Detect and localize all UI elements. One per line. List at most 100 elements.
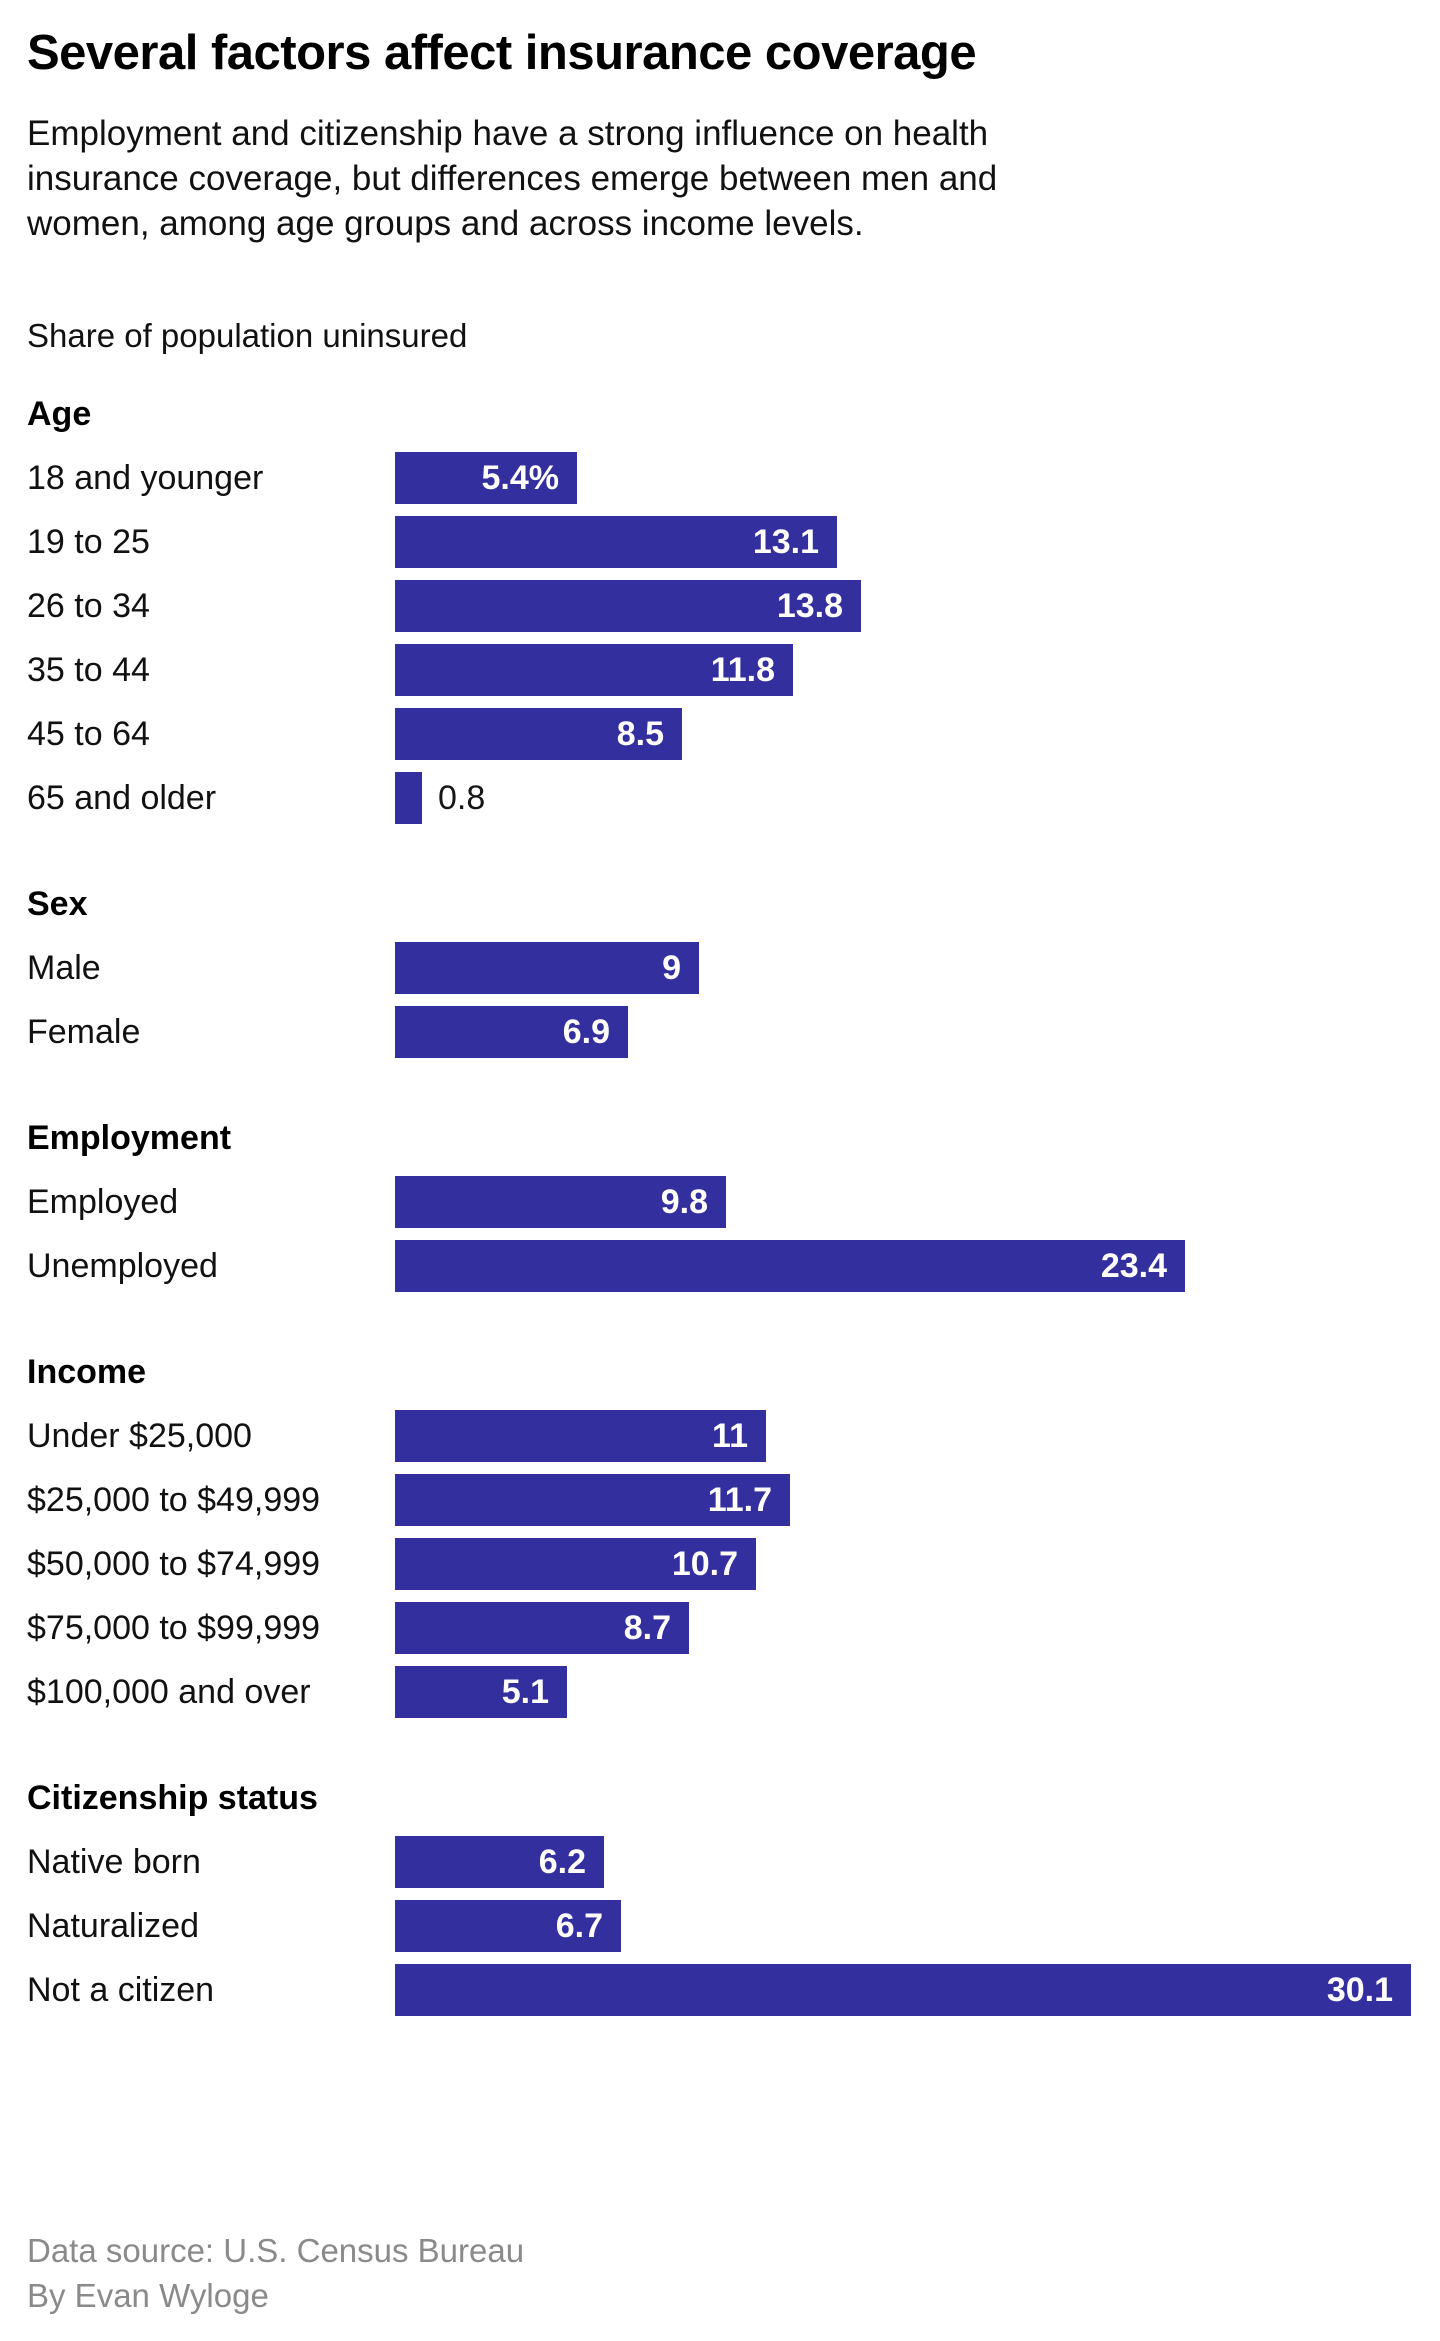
bar-track: 6.7 [395, 1900, 1410, 1953]
row-label: 35 to 44 [27, 650, 150, 689]
bar: 8.7 [395, 1602, 689, 1655]
bar-track: 13.8 [395, 580, 1410, 633]
section-heading: Employment [27, 1119, 232, 1158]
bar: 6.9 [395, 1006, 628, 1059]
bar-track: 10.7 [395, 1538, 1410, 1591]
chart-content: Several factors affect insurance coverag… [27, 26, 1411, 2017]
row-label: Unemployed [27, 1246, 218, 1285]
bar-track: 5.1 [395, 1666, 1410, 1719]
row-label: $50,000 to $74,999 [27, 1544, 321, 1583]
chart-section: Employment Employed 9.8 Unemployed 23.4 [27, 1118, 1410, 1293]
chart-row: 18 and younger 5.4% [27, 452, 1410, 505]
chart-footer: Data source: U.S. Census Bureau By Evan … [27, 2228, 524, 2318]
bar: 5.1 [395, 1666, 567, 1719]
section-heading: Sex [27, 885, 88, 924]
bar-value-label: 5.1 [501, 1672, 549, 1711]
section-heading: Age [27, 395, 92, 434]
bar: 9.8 [395, 1176, 726, 1229]
chart-row: $50,000 to $74,999 10.7 [27, 1538, 1410, 1591]
bar-value-label: 9.8 [660, 1182, 708, 1221]
bar-track: 30.1 [395, 1964, 1411, 2017]
row-label: $25,000 to $49,999 [27, 1480, 321, 1519]
chart-row: $100,000 and over 5.1 [27, 1666, 1410, 1719]
chart-row: Unemployed 23.4 [27, 1240, 1410, 1293]
bar-track: 0.8 [395, 772, 1410, 825]
bar: 6.2 [395, 1836, 604, 1889]
chart-row: 19 to 25 13.1 [27, 516, 1410, 569]
chart-row: Under $25,000 11 [27, 1410, 1410, 1463]
section-heading: Income [27, 1353, 147, 1392]
row-label: 26 to 34 [27, 586, 150, 625]
bar-value-label: 30.1 [1326, 1970, 1393, 2009]
chart-subtitle: Employment and citizenship have a strong… [27, 111, 1410, 246]
row-label: Not a citizen [27, 1970, 215, 2009]
chart-row: 26 to 34 13.8 [27, 580, 1410, 633]
chart-row: Employed 9.8 [27, 1176, 1410, 1229]
chart-groups: Age 18 and younger 5.4% 19 to 25 13.1 26 to 3… [27, 394, 1411, 2017]
bar: 11.7 [395, 1474, 790, 1527]
chart-row: 35 to 44 11.8 [27, 644, 1410, 697]
bar-track: 9.8 [395, 1176, 1410, 1229]
row-label: 19 to 25 [27, 522, 150, 561]
row-label: Female [27, 1012, 141, 1051]
bar-value-label: 6.7 [555, 1906, 603, 1945]
footer-source: Data source: U.S. Census Bureau [27, 2232, 525, 2269]
bar: 9 [395, 942, 699, 995]
bar-track: 8.5 [395, 708, 1410, 761]
bar-value-label: 11.8 [710, 650, 775, 689]
bar: 23.4 [395, 1240, 1185, 1293]
row-label: Employed [27, 1182, 179, 1221]
bar-value-label: 10.7 [671, 1544, 738, 1583]
row-label: Male [27, 948, 101, 987]
chart-row: 65 and older 0.8 [27, 772, 1410, 825]
bar: 30.1 [395, 1964, 1411, 2017]
chart-section: Income Under $25,000 11 $25,000 to $49,999 1… [27, 1352, 1410, 1719]
bar: 13.1 [395, 516, 837, 569]
bar-value-label: 6.2 [538, 1842, 586, 1881]
chart-row: $75,000 to $99,999 8.7 [27, 1602, 1410, 1655]
bar-track: 11.7 [395, 1474, 1410, 1527]
bar-value-label: 11 [712, 1416, 748, 1455]
bar [395, 772, 422, 825]
bar-track: 9 [395, 942, 1410, 995]
chart-note: Share of population uninsured [27, 317, 468, 355]
row-label: 18 and younger [27, 458, 264, 497]
bar-value-label: 5.4% [481, 458, 560, 497]
row-label: $75,000 to $99,999 [27, 1608, 321, 1647]
bar-value-label: 0.8 [438, 778, 486, 817]
bar-value-label: 9 [662, 948, 681, 987]
bar-track: 23.4 [395, 1240, 1410, 1293]
row-label: Naturalized [27, 1906, 199, 1945]
bar: 8.5 [395, 708, 682, 761]
chart-row: Naturalized 6.7 [27, 1900, 1410, 1953]
bar: 13.8 [395, 580, 861, 633]
bar-track: 13.1 [395, 516, 1410, 569]
bar-value-label: 6.9 [562, 1012, 610, 1051]
bar-value-label: 13.8 [776, 586, 843, 625]
subtitle-line: insurance coverage, but differences emer… [27, 159, 998, 199]
bar: 11.8 [395, 644, 793, 697]
chart-row: 45 to 64 8.5 [27, 708, 1410, 761]
bar-track: 11.8 [395, 644, 1410, 697]
chart-row: Not a citizen 30.1 [27, 1964, 1411, 2017]
chart-row: Native born 6.2 [27, 1836, 1410, 1889]
bar-value-label: 11.7 [707, 1480, 772, 1519]
chart-row: Male 9 [27, 942, 1410, 995]
chart-section: Age 18 and younger 5.4% 19 to 25 13.1 26 to 3… [27, 394, 1410, 825]
chart-row: $25,000 to $49,999 11.7 [27, 1474, 1410, 1527]
bar: 5.4% [395, 452, 577, 505]
bar: 10.7 [395, 1538, 756, 1591]
chart-section: Citizenship status Native born 6.2 Naturali… [27, 1778, 1411, 2017]
bar-value-label: 23.4 [1100, 1246, 1167, 1285]
row-label: 65 and older [27, 778, 217, 817]
bar-value-label: 8.7 [623, 1608, 671, 1647]
bar-track: 5.4% [395, 452, 1410, 505]
page-title: Several factors affect insurance coverag… [27, 26, 977, 80]
subtitle-line: Employment and citizenship have a strong… [27, 114, 989, 154]
bar-value-label: 13.1 [752, 522, 819, 561]
bar-value-label: 8.5 [616, 714, 664, 753]
row-label: 45 to 64 [27, 714, 150, 753]
row-label: $100,000 and over [27, 1672, 311, 1711]
chart-section: Sex Male 9 Female 6.9 [27, 884, 1410, 1059]
